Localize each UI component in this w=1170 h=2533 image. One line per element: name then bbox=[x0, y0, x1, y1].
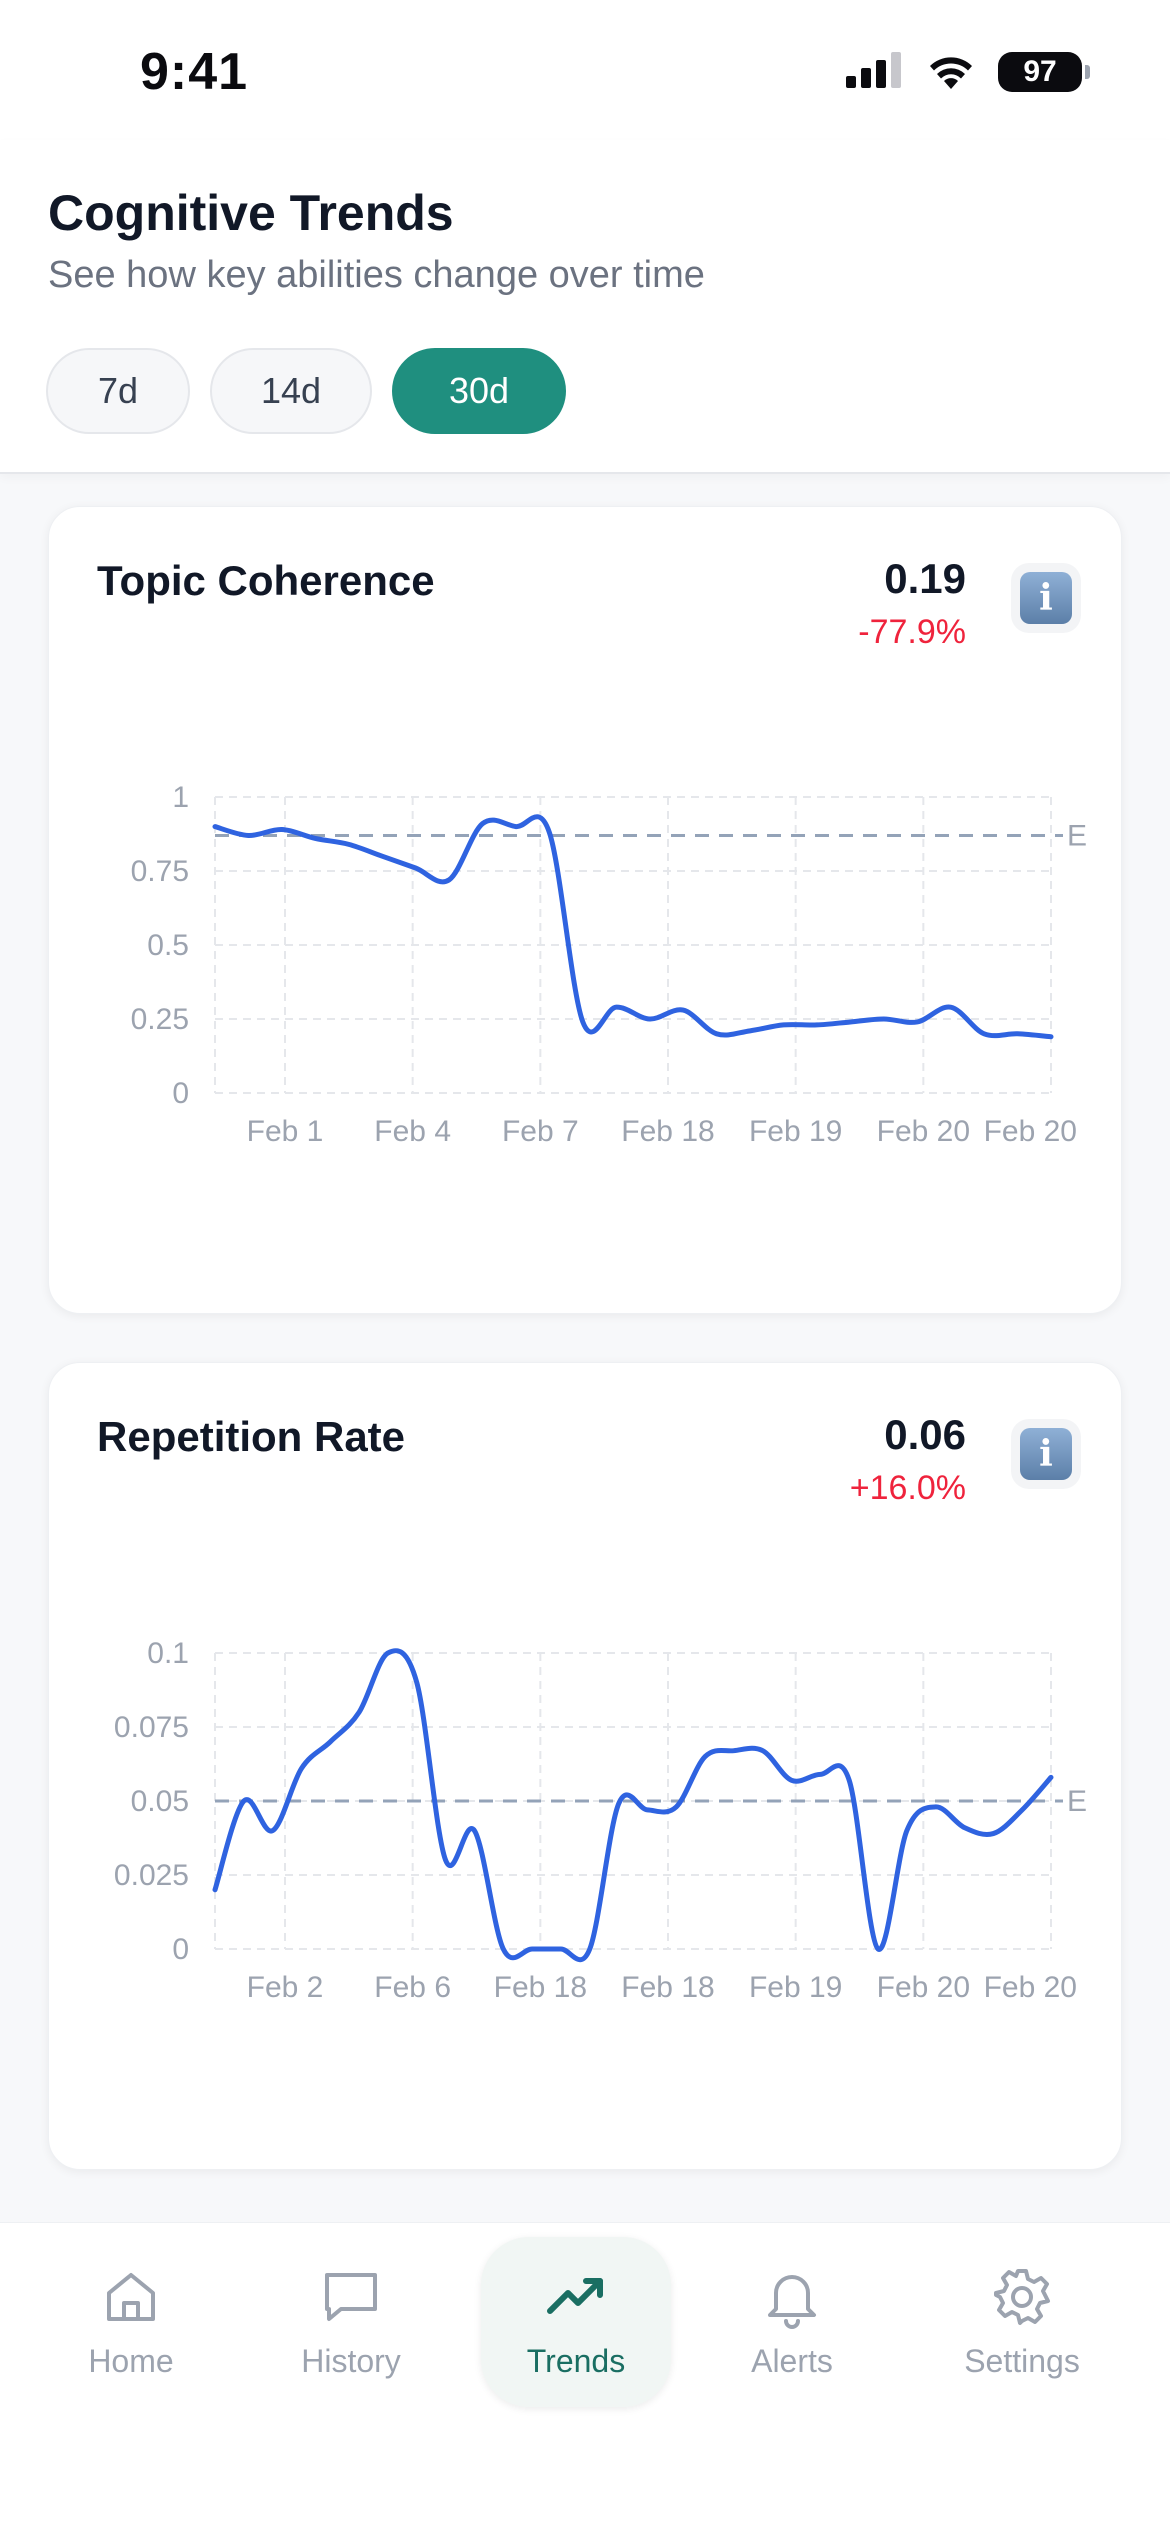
page-subtitle: See how key abilities change over time bbox=[48, 254, 705, 296]
y-tick-label: 1 bbox=[172, 781, 189, 814]
range-30d-button[interactable]: 30d bbox=[392, 348, 566, 434]
y-tick-label: 0.025 bbox=[114, 1859, 189, 1892]
card-title: Topic Coherence bbox=[97, 557, 435, 604]
x-tick-label: Feb 18 bbox=[621, 1115, 714, 1148]
info-icon: i bbox=[1020, 572, 1072, 624]
nav-label: Settings bbox=[964, 2342, 1080, 2379]
metric-value: 0.19 bbox=[884, 555, 966, 602]
x-tick-label: Feb 4 bbox=[374, 1115, 451, 1148]
nav-home[interactable]: Home bbox=[36, 2237, 226, 2407]
info-icon: i bbox=[1020, 1428, 1072, 1480]
y-tick-label: 0 bbox=[172, 1077, 189, 1110]
repetition-rate-card: Repetition Rate 0.06 +16.0% i 0.1 0.075 0.… bbox=[48, 1362, 1122, 2170]
time-range-selector: 7d 14d 30d bbox=[46, 348, 566, 434]
status-icons: 97 bbox=[846, 52, 1090, 92]
battery-level: 97 bbox=[998, 52, 1082, 92]
nav-history[interactable]: History bbox=[256, 2237, 446, 2407]
y-tick-label: 0.1 bbox=[147, 1637, 189, 1670]
x-tick-label: Feb 20 bbox=[984, 1115, 1077, 1148]
topic-coherence-card: Topic Coherence 0.19 -77.9% i 1 0.75 0.5 0.… bbox=[48, 506, 1122, 1314]
x-tick-label: Feb 19 bbox=[749, 1115, 842, 1148]
nav-label: Alerts bbox=[751, 2342, 833, 2379]
range-7d-button[interactable]: 7d bbox=[46, 348, 190, 434]
home-icon bbox=[107, 2272, 155, 2321]
battery-icon: 97 bbox=[998, 52, 1090, 92]
battery-cap bbox=[1085, 65, 1090, 79]
baseline-label: E bbox=[1067, 819, 1087, 852]
y-tick-label: 0.5 bbox=[147, 929, 189, 962]
y-tick-label: 0.05 bbox=[131, 1785, 189, 1818]
x-tick-label: Feb 20 bbox=[984, 1971, 1077, 2004]
series-line bbox=[212, 1648, 1054, 1963]
x-tick-label: Feb 6 bbox=[374, 1971, 451, 2004]
card-title: Repetition Rate bbox=[97, 1413, 406, 1460]
x-tick-label: Feb 18 bbox=[621, 1971, 714, 2004]
nav-label: Trends bbox=[526, 2342, 626, 2379]
metric-change: -77.9% bbox=[858, 613, 966, 651]
info-button[interactable]: i bbox=[1011, 563, 1081, 633]
trends-header: Cognitive Trends See how key abilities c… bbox=[0, 140, 1170, 474]
x-tick-label: Feb 7 bbox=[502, 1115, 579, 1148]
nav-label: Home bbox=[88, 2342, 174, 2379]
metric-change: +16.0% bbox=[849, 1469, 966, 1507]
topic-coherence-chart: 1 0.75 0.5 0.25 0 Feb 1 Feb 4 Feb 7 Feb 18 Feb 19… bbox=[131, 781, 1087, 1148]
bell-icon bbox=[768, 2274, 816, 2329]
x-tick-label: Feb 2 bbox=[247, 1971, 324, 2004]
x-tick-label: Feb 19 bbox=[749, 1971, 842, 2004]
chat-icon bbox=[325, 2272, 377, 2321]
y-tick-label: 0 bbox=[172, 1933, 189, 1966]
wifi-icon bbox=[930, 57, 972, 89]
bottom-navigation: Home History Trends Alerts Settings bbox=[0, 2222, 1170, 2533]
nav-trends[interactable]: Trends bbox=[481, 2237, 671, 2407]
nav-label: History bbox=[301, 2342, 401, 2379]
nav-alerts[interactable]: Alerts bbox=[697, 2237, 887, 2407]
trend-icon bbox=[547, 2277, 603, 2314]
status-time: 9:41 bbox=[140, 43, 249, 101]
x-tick-label: Feb 20 bbox=[877, 1115, 970, 1148]
gear-icon bbox=[994, 2268, 1050, 2325]
page-title: Cognitive Trends bbox=[48, 185, 454, 241]
baseline-label: E bbox=[1067, 1785, 1087, 1818]
nav-settings[interactable]: Settings bbox=[927, 2237, 1117, 2407]
info-button[interactable]: i bbox=[1011, 1419, 1081, 1489]
x-tick-label: Feb 1 bbox=[247, 1115, 324, 1148]
series-line bbox=[212, 814, 1054, 1040]
x-tick-label: Feb 20 bbox=[877, 1971, 970, 2004]
status-bar: 9:41 97 bbox=[0, 0, 1170, 140]
metric-value: 0.06 bbox=[884, 1411, 966, 1458]
repetition-rate-chart: 0.1 0.075 0.05 0.025 0 Feb 2 Feb 6 Feb 18 Feb 18… bbox=[114, 1637, 1087, 2004]
y-tick-label: 0.75 bbox=[131, 855, 189, 888]
range-14d-button[interactable]: 14d bbox=[210, 348, 372, 434]
y-tick-label: 0.25 bbox=[131, 1003, 189, 1036]
y-tick-label: 0.075 bbox=[114, 1711, 189, 1744]
cellular-signal-icon bbox=[846, 52, 901, 88]
x-tick-label: Feb 18 bbox=[494, 1971, 587, 2004]
